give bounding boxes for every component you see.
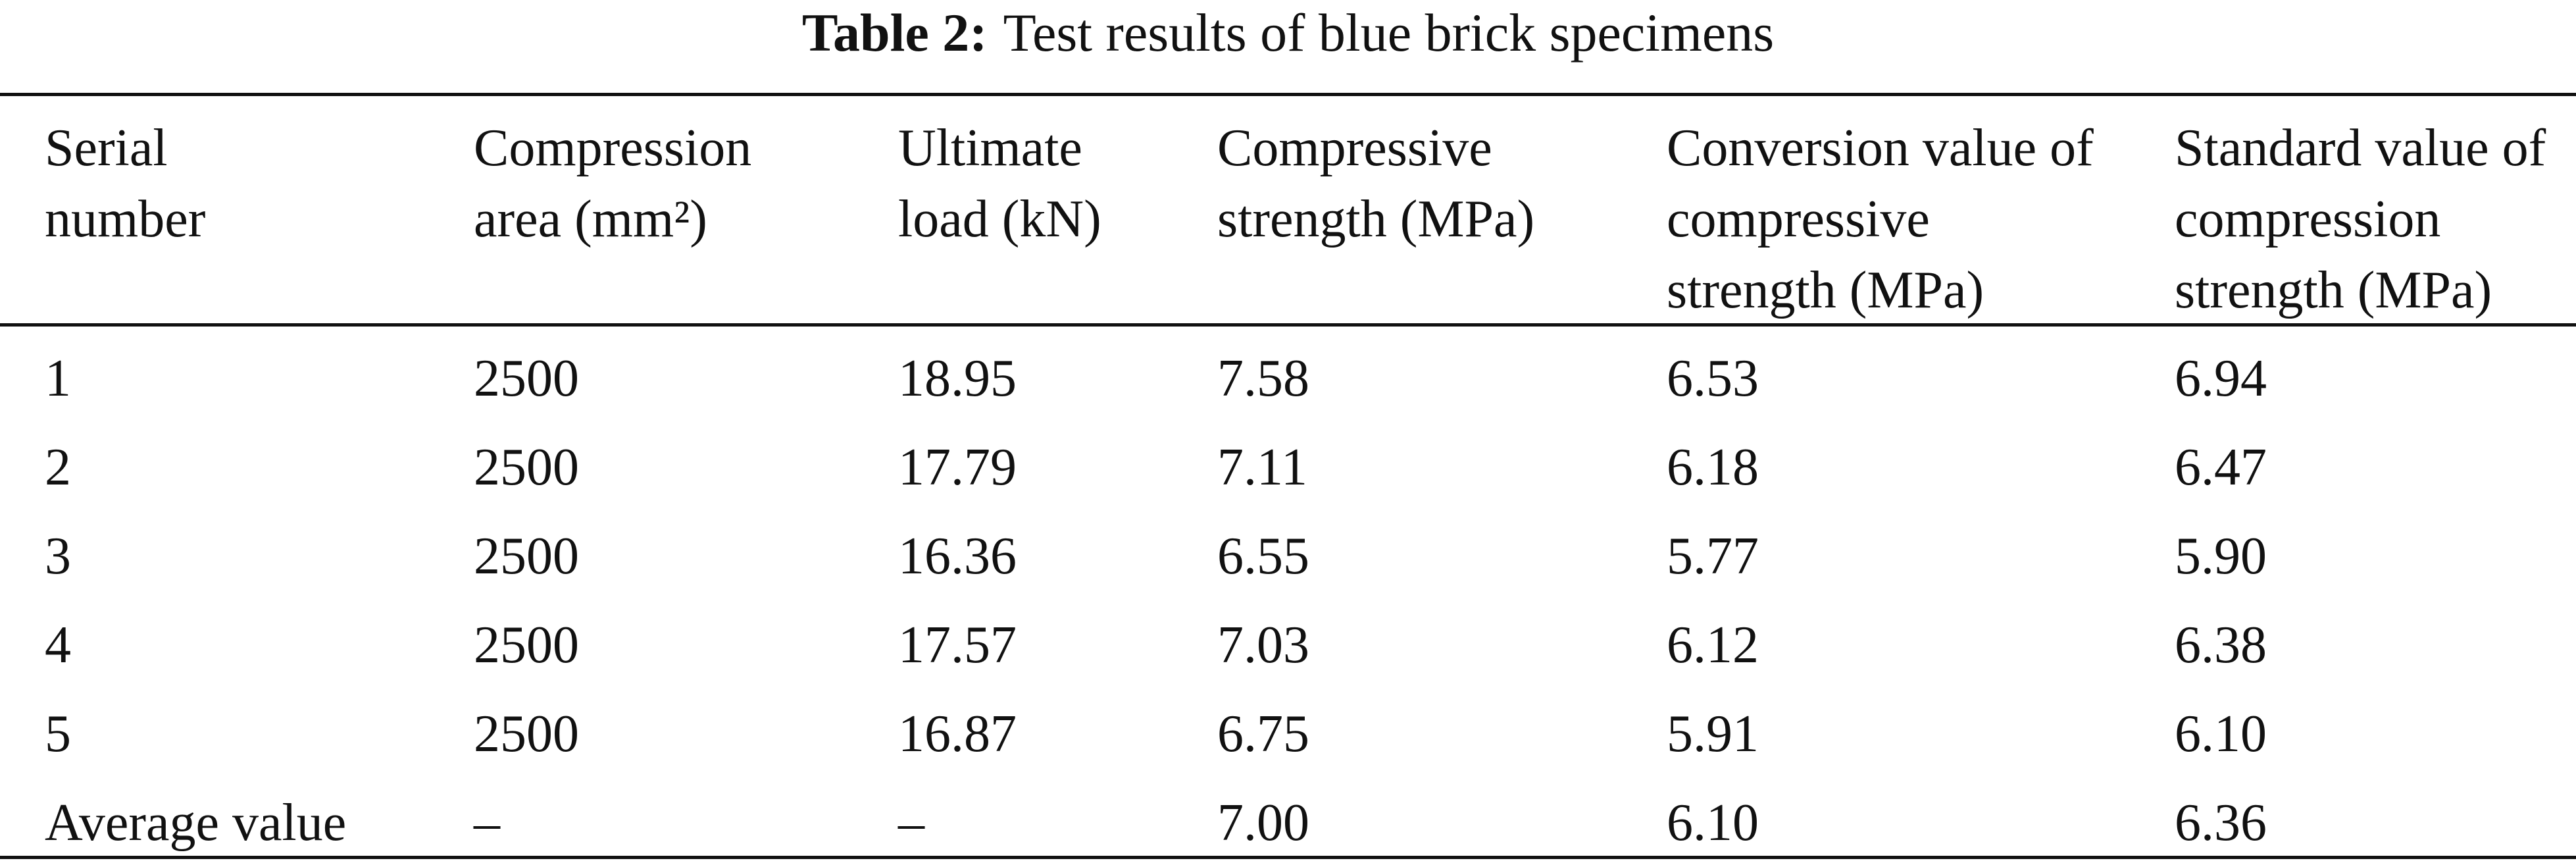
table-cell: 7.58 — [1217, 350, 1309, 407]
table-cell: 6.10 — [1667, 794, 1759, 852]
table-cell: 5.77 — [1667, 527, 1759, 585]
table-cell: 18.95 — [898, 350, 1017, 407]
table-cell: 3 — [45, 527, 71, 585]
header-cell: Compressive strength (MPa) — [1217, 119, 1535, 248]
table-cell: 6.18 — [1667, 438, 1759, 496]
table-cell: 7.03 — [1217, 616, 1309, 674]
table-cell: 16.36 — [898, 527, 1017, 585]
table-cell: 2 — [45, 438, 71, 496]
caption-label: Table 2: — [801, 3, 988, 63]
table-cell: 6.10 — [2175, 705, 2267, 763]
table-cell: – — [474, 794, 500, 852]
table-cell: 6.38 — [2175, 616, 2267, 674]
table-cell: 16.87 — [898, 705, 1017, 763]
caption-text: Test results of blue brick specimens — [1003, 3, 1775, 63]
header-cell: Ultimate load (kN) — [898, 119, 1101, 248]
caption: Table 2: Test results of blue brick speci… — [0, 0, 2576, 68]
table-cell: 1 — [45, 350, 71, 407]
table-cell: 2500 — [474, 527, 579, 585]
table-cell: 17.79 — [898, 438, 1017, 496]
table-cell: 17.57 — [898, 616, 1017, 674]
table-cell: 2500 — [474, 350, 579, 407]
header-cell: Conversion value of compressive strength… — [1667, 119, 2094, 319]
header-rule — [0, 323, 2576, 327]
table-cell: 6.12 — [1667, 616, 1759, 674]
table-cell: 2500 — [474, 438, 579, 496]
table-cell: 6.55 — [1217, 527, 1309, 585]
table-cell: 7.11 — [1217, 438, 1308, 496]
header-cell: Serial number — [45, 119, 206, 248]
table-cell: 6.75 — [1217, 705, 1309, 763]
table-cell: 4 — [45, 616, 71, 674]
table-cell: 6.47 — [2175, 438, 2267, 496]
table-cell: 2500 — [474, 705, 579, 763]
header-cell: Standard value of compression strength (… — [2175, 119, 2546, 319]
bottom-rule — [0, 856, 2576, 859]
table-cell: 2500 — [474, 616, 579, 674]
table-cell: 7.00 — [1217, 794, 1309, 852]
table-cell: – — [898, 794, 924, 852]
table-cell: Average value — [45, 794, 347, 852]
table-cell: 5.91 — [1667, 705, 1759, 763]
table-cell: 6.36 — [2175, 794, 2267, 852]
table-cell: 5.90 — [2175, 527, 2267, 585]
header-cell: Compression area (mm²) — [474, 119, 752, 248]
top-rule — [0, 93, 2576, 96]
table-cell: 6.53 — [1667, 350, 1759, 407]
table-cell: 5 — [45, 705, 71, 763]
table-cell: 6.94 — [2175, 350, 2267, 407]
